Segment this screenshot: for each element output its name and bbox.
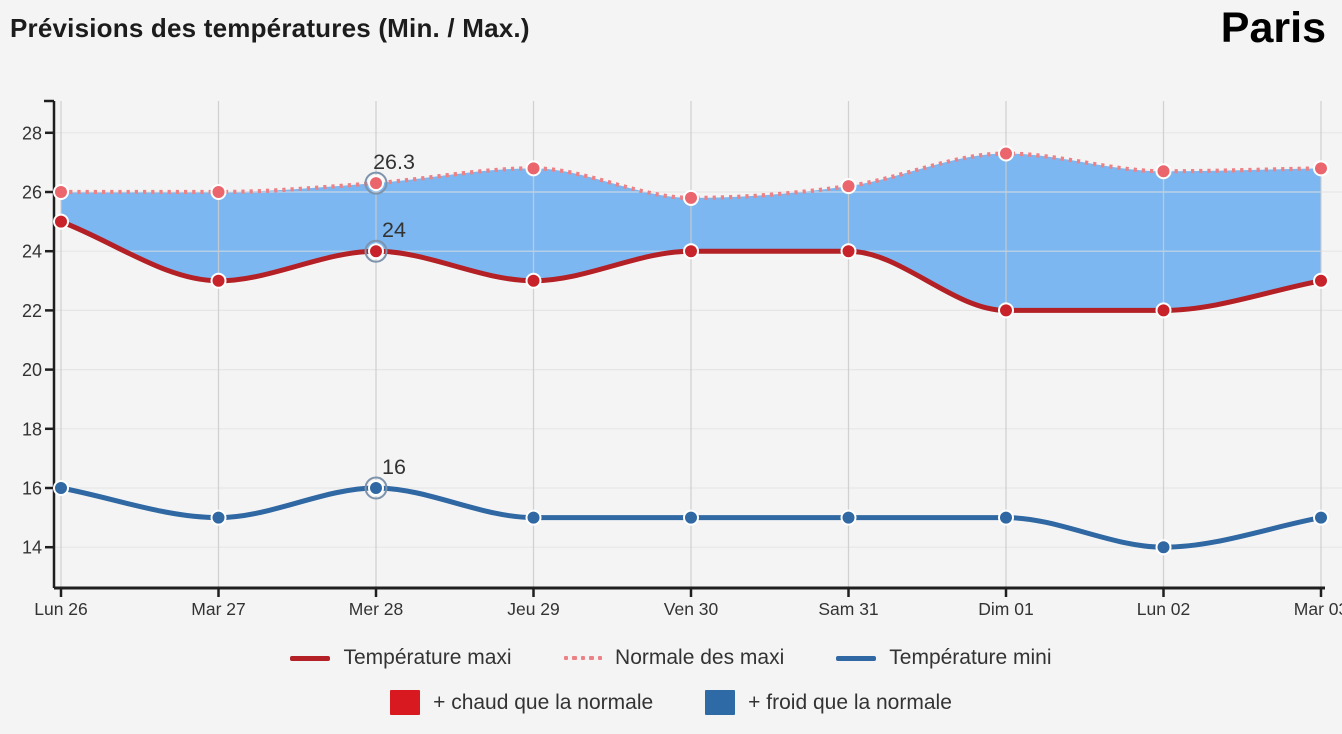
y-tick-label: 24 [22, 242, 42, 262]
data-point-normale-des-maxi[interactable] [525, 160, 542, 177]
data-point-temperature-mini[interactable] [1155, 539, 1172, 556]
highlight-ring [364, 476, 388, 500]
annotation-label: 26.3 [373, 150, 415, 174]
data-point-temperature-mini[interactable] [683, 509, 699, 526]
data-point-normale-des-maxi[interactable] [683, 189, 699, 206]
data-point-temperature-maxi[interactable] [683, 243, 699, 260]
y-tick-label: 14 [22, 538, 42, 558]
data-point-temperature-mini[interactable] [1313, 509, 1329, 526]
highlight-ring [364, 171, 388, 195]
data-point-temperature-mini[interactable] [840, 509, 857, 526]
city-label: Paris [1220, 4, 1326, 52]
legend-item-temp-rature-maxi[interactable]: Température maxi [290, 646, 512, 670]
y-tick-label: 18 [22, 419, 42, 439]
legend-item-normale-des-maxi[interactable]: Normale des maxi [563, 646, 785, 670]
data-point-temperature-maxi[interactable] [53, 213, 69, 230]
data-point-temperature-mini[interactable] [368, 480, 384, 496]
y-tick-label: 26 [22, 183, 42, 203]
annotation-label: 24 [382, 218, 406, 242]
data-point-temperature-maxi[interactable] [368, 243, 384, 260]
data-point-temperature-mini[interactable] [525, 509, 542, 526]
data-point-temperature-maxi[interactable] [840, 243, 857, 260]
y-tick-label: 22 [22, 301, 42, 321]
data-point-temperature-maxi[interactable] [1313, 272, 1329, 289]
legend-label: Température mini [889, 646, 1052, 669]
y-tick-label: 20 [22, 360, 42, 380]
x-tick-label: Lun 02 [1137, 599, 1191, 619]
x-tick-label: Sam 31 [818, 599, 878, 619]
data-point-temperature-maxi[interactable] [210, 272, 227, 289]
data-point-normale-des-maxi[interactable] [368, 175, 384, 192]
annotation-label: 16 [382, 455, 406, 479]
legend-row-bands: + chaud que la normale + froid que la nor… [0, 690, 1342, 715]
data-point-temperature-mini[interactable] [998, 509, 1014, 526]
legend-item-temp-rature-mini[interactable]: Température mini [836, 646, 1052, 670]
data-point-normale-des-maxi[interactable] [840, 178, 857, 195]
x-tick-label: Mer 28 [349, 599, 403, 619]
x-tick-label: Jeu 29 [507, 599, 560, 619]
data-point-temperature-mini[interactable] [210, 509, 227, 526]
legend-label: Température maxi [343, 646, 512, 669]
data-point-normale-des-maxi[interactable] [53, 184, 69, 200]
y-tick-label: 28 [22, 123, 42, 143]
data-point-normale-des-maxi[interactable] [998, 145, 1014, 162]
normale-des-maxi-swatch [563, 655, 603, 661]
chaud-que-la-normale-swatch [390, 690, 421, 715]
highlight-ring [364, 239, 388, 263]
data-point-normale-des-maxi[interactable] [210, 184, 227, 200]
temperature-chart-svg[interactable]: 26.3 24 16 14 16 18 20 22 24 26 28 Lun 26 Mar 27 Mer … [0, 86, 1342, 634]
temperature-chart[interactable]: 26.3 24 16 14 16 18 20 22 24 26 28 Lun 26 Mar 27 Mer … [0, 86, 1342, 634]
legend-label: Normale des maxi [615, 646, 785, 669]
data-point-temperature-maxi[interactable] [998, 302, 1014, 319]
x-tick-label: Dim 01 [978, 599, 1033, 619]
legend-label: + froid que la normale [748, 690, 952, 714]
x-tick-label: Ven 30 [664, 599, 719, 619]
data-point-temperature-maxi[interactable] [1155, 302, 1172, 319]
page-title: Prévisions des températures (Min. / Max.… [10, 13, 530, 43]
temp-rature-maxi-swatch [290, 655, 331, 661]
data-point-temperature-maxi[interactable] [525, 272, 542, 289]
legend-row-series: Température maxi Normale des maxi Températ… [0, 646, 1342, 670]
data-point-normale-des-maxi[interactable] [1313, 160, 1329, 177]
y-tick-label: 16 [22, 479, 42, 499]
froid-que-la-normale-swatch [705, 690, 736, 715]
temp-rature-mini-swatch [836, 655, 877, 661]
data-point-temperature-mini[interactable] [53, 480, 69, 496]
legend-item-chaud-que-la-normale[interactable]: + chaud que la normale [390, 690, 653, 715]
legend-label: + chaud que la normale [433, 690, 654, 714]
x-tick-label: Lun 26 [34, 599, 88, 619]
x-tick-label: Mar 03 [1294, 599, 1342, 619]
data-point-normale-des-maxi[interactable] [1155, 163, 1172, 180]
legend-item-froid-que-la-normale[interactable]: + froid que la normale [705, 690, 952, 715]
x-tick-label: Mar 27 [191, 599, 245, 619]
